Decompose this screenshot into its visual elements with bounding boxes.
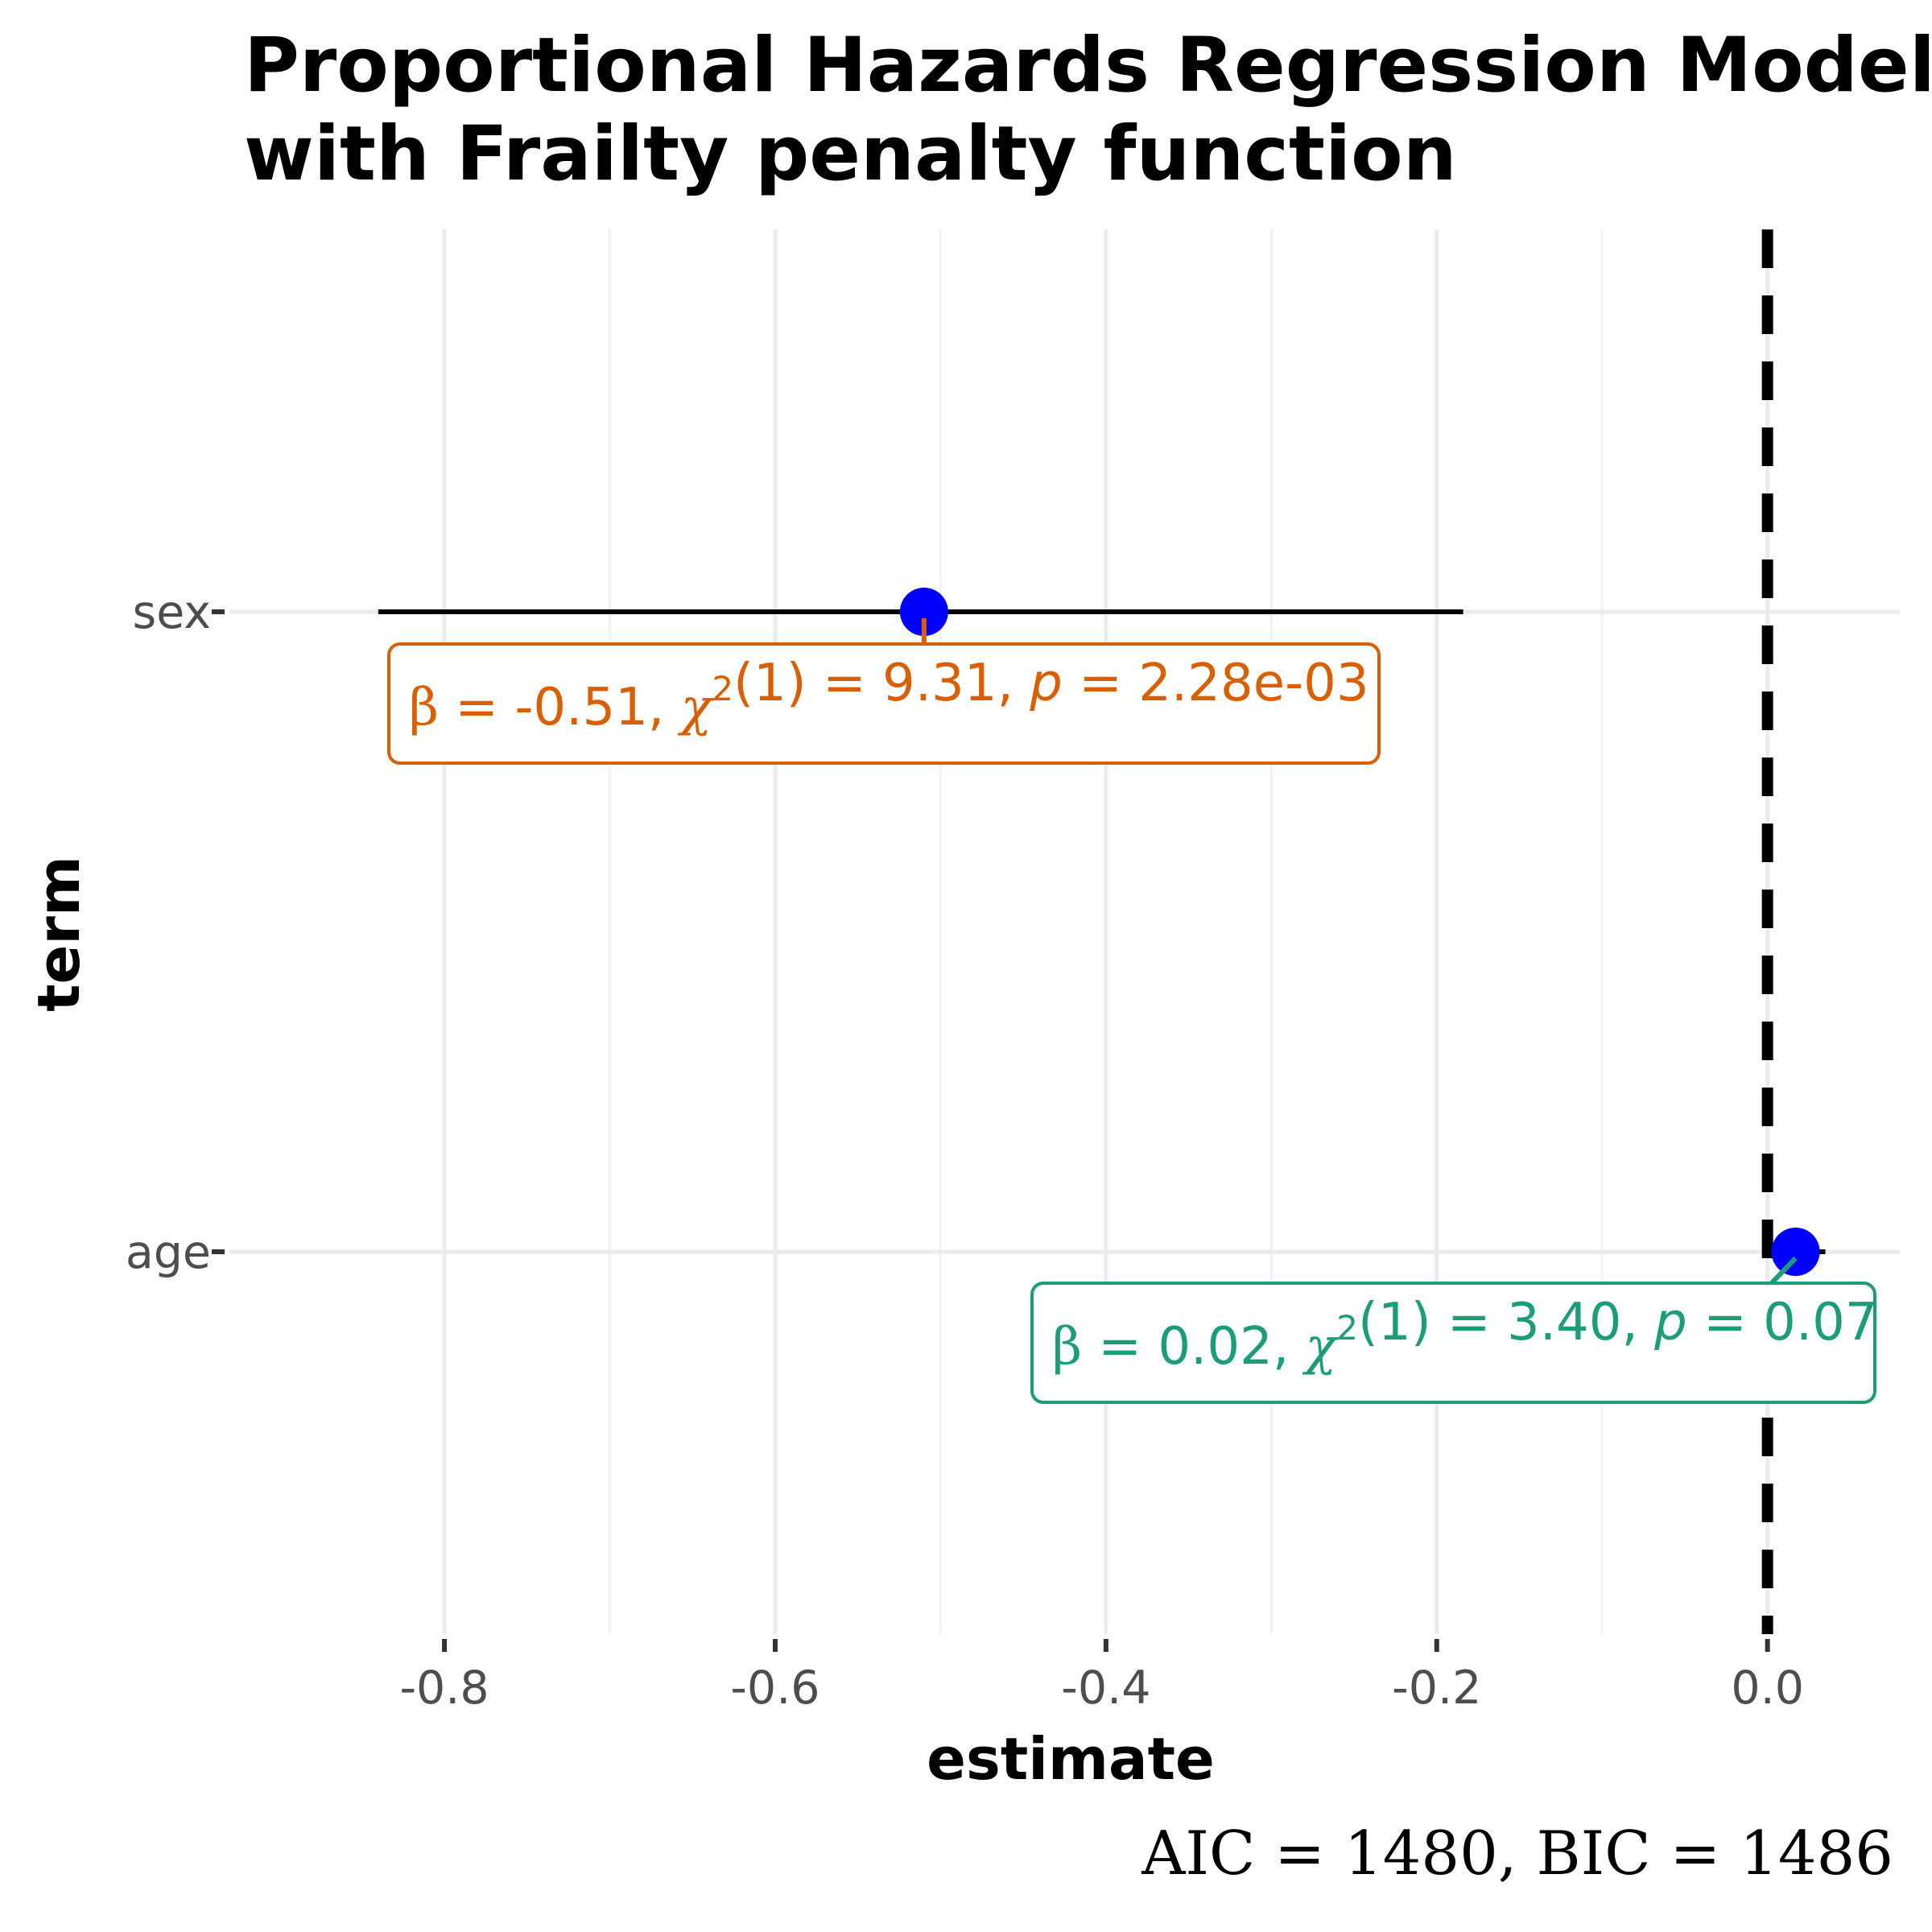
x-tick-label: -0.8 xyxy=(399,1662,489,1715)
y-tick-label: age xyxy=(126,1226,211,1279)
coefficient-labels: β = -0.51, χ2(1) = 9.31, p = 2.28e-03 β =… xyxy=(387,618,1878,1404)
chart-title: Proportional Hazards Regression Modelwit… xyxy=(244,22,1932,198)
x-tick-label: -0.6 xyxy=(730,1662,819,1715)
label-box xyxy=(387,642,1381,765)
y-tick-label: sex xyxy=(133,586,212,639)
chart-title-line: with Frailty penalty function xyxy=(244,110,1457,198)
point-sex xyxy=(899,588,948,636)
label-connector xyxy=(1769,1256,1798,1286)
label-box xyxy=(1030,1282,1876,1404)
point-age xyxy=(1771,1228,1820,1276)
y-axis-title: term xyxy=(25,856,93,1012)
x-tick-label: 0.0 xyxy=(1731,1662,1804,1715)
axes: -0.8 -0.6 -0.4 -0.2 0.0 sex age xyxy=(126,586,1804,1715)
chart-title-line: Proportional Hazards Regression Model xyxy=(244,22,1932,109)
label-age: β = 0.02, χ2(1) = 3.40, p = 0.07 xyxy=(1030,1256,1878,1404)
model-fit-caption: AIC = 1480, BIC = 1486 xyxy=(1141,1818,1893,1889)
grid-lines xyxy=(229,229,1900,1634)
label-sex: β = -0.51, χ2(1) = 9.31, p = 2.28e-03 xyxy=(387,618,1381,765)
x-tick-label: -0.2 xyxy=(1392,1662,1481,1715)
label-text: β = -0.51, χ2(1) = 9.31, p = 2.28e-03 xyxy=(409,654,1369,737)
label-text: β = 0.02, χ2(1) = 3.40, p = 0.07 xyxy=(1052,1293,1878,1377)
x-tick-label: -0.4 xyxy=(1061,1662,1150,1715)
x-axis-title: estimate xyxy=(927,1725,1215,1793)
estimate-points xyxy=(899,588,1820,1276)
aic-bic-caption: AIC = 1480, BIC = 1486 xyxy=(1141,1818,1893,1889)
